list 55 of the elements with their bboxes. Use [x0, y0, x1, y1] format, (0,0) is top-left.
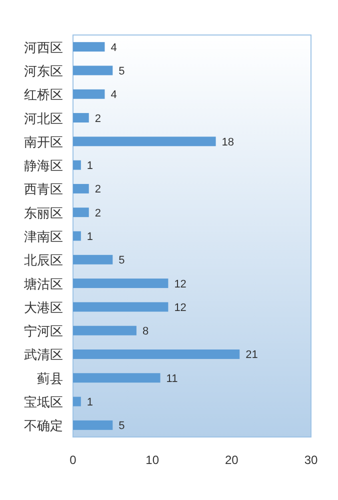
y-tick-label: 宁河区 — [24, 324, 63, 340]
data-label: 1 — [86, 160, 94, 172]
x-tick-label: 10 — [146, 453, 160, 467]
bar — [73, 254, 113, 264]
data-label: 5 — [118, 254, 125, 267]
y-tick-label: 河西区 — [24, 40, 63, 56]
data-label: 2 — [94, 207, 101, 220]
data-label: 21 — [246, 349, 258, 362]
data-label: 11 — [166, 372, 178, 385]
bar — [73, 420, 113, 430]
y-tick-label: 红桥区 — [24, 88, 63, 104]
bar — [73, 326, 136, 336]
data-label: 18 — [222, 136, 234, 148]
data-label: 1 — [86, 231, 94, 243]
y-tick-label: 北辰区 — [24, 254, 63, 269]
bar — [73, 208, 89, 218]
y-tick-label: 南开区 — [24, 135, 63, 150]
bar — [73, 66, 113, 76]
y-tick-label: 宝坻区 — [24, 394, 63, 411]
bar — [73, 396, 81, 406]
y-tick-label: 蓟县 — [37, 372, 63, 387]
data-label: 8 — [142, 326, 149, 338]
bar — [73, 160, 81, 170]
y-tick-label: 河北区 — [24, 112, 63, 127]
data-label: 2 — [94, 184, 101, 196]
bar — [73, 136, 216, 146]
x-tick-label: 20 — [224, 453, 239, 467]
data-label: 5 — [118, 65, 125, 78]
bar — [73, 231, 81, 241]
x-tick-label: 30 — [304, 453, 318, 467]
y-tick-label: 武清区 — [24, 348, 63, 364]
data-label: 12 — [174, 302, 186, 314]
y-tick-label: 津南区 — [24, 230, 63, 245]
y-tick-label: 塘沽区 — [23, 277, 63, 292]
y-tick-label: 大港区 — [24, 300, 63, 316]
bar — [73, 89, 105, 99]
y-tick-label: 东丽区 — [24, 206, 63, 222]
data-label: 12 — [174, 278, 186, 290]
y-tick-label: 河东区 — [24, 64, 63, 80]
data-label: 2 — [94, 112, 101, 125]
y-tick-label: 西青区 — [24, 182, 63, 198]
y-tick-label: 不确定 — [24, 419, 63, 434]
bar — [73, 113, 89, 122]
y-tick-label: 静海区 — [24, 159, 63, 174]
bar — [73, 302, 168, 312]
bar — [73, 350, 240, 359]
data-label: 1 — [86, 396, 94, 409]
bar — [73, 373, 160, 383]
data-label: 5 — [118, 420, 125, 432]
data-label: 4 — [110, 89, 117, 102]
data-label: 4 — [110, 42, 117, 54]
bar — [73, 278, 168, 288]
bar — [73, 184, 89, 194]
x-tick-label: 0 — [70, 453, 77, 467]
bar — [73, 42, 105, 52]
